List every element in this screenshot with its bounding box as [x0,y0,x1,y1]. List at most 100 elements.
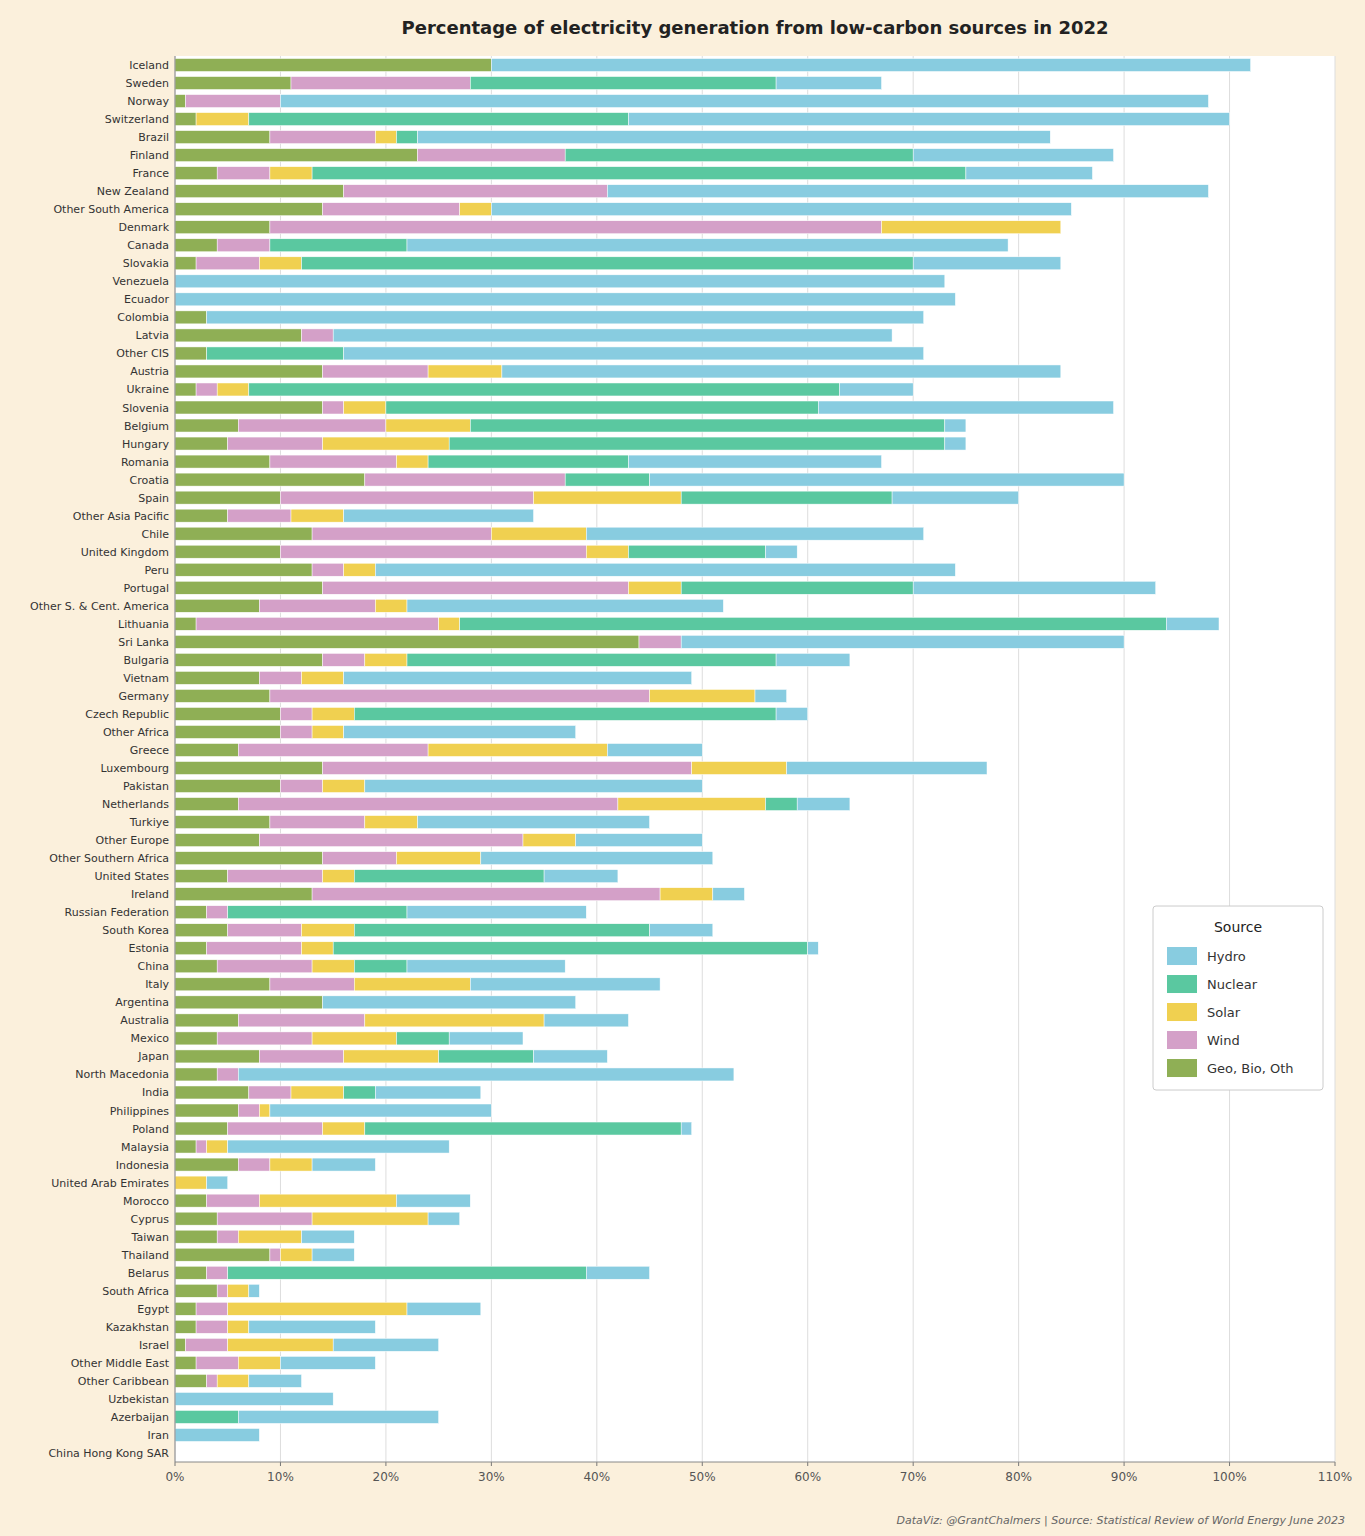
bar [196,1302,228,1315]
legend-box [1153,906,1323,1090]
bar [207,1140,228,1153]
x-tick [702,1462,703,1466]
bar [228,1284,249,1297]
bar [882,221,1061,234]
y-tick-label: Sri Lanka [118,636,169,649]
bar [259,1104,270,1117]
bar [196,1140,207,1153]
bar [776,707,808,720]
bar [196,113,249,126]
bar [249,1086,291,1099]
y-tick-label: Israel [139,1339,169,1352]
y-axis-line [175,56,176,1462]
x-axis-line [175,1462,1335,1463]
bar [766,798,798,811]
bar [565,473,649,486]
bar [228,1302,407,1315]
bar [681,635,1124,648]
bar [1060,221,1061,234]
y-tick-label: Austria [130,365,169,378]
y-tick-label: Denmark [118,221,169,234]
title: Percentage of electricity generation fro… [402,17,1109,38]
y-tick-label: Netherlands [102,798,169,811]
bar [175,1428,259,1441]
bar [576,834,703,847]
bar [228,509,291,522]
bar [207,1176,228,1189]
bar [228,437,323,450]
bar [344,401,386,414]
bar [439,1050,534,1063]
bar [196,617,439,630]
y-tick-label: Portugal [123,582,169,595]
bar [175,437,228,450]
bar [323,581,629,594]
bar [175,689,270,702]
bar [365,653,407,666]
bar [1060,221,1061,234]
y-tick-label: Turkiye [129,816,169,829]
bar [418,149,566,162]
bar [628,581,681,594]
bars [175,59,1251,1442]
legend-swatch [1167,1059,1197,1077]
bar [186,1338,228,1351]
page: {"chart_data": { "type": "bar", "orienta… [0,0,1365,1536]
bar [280,491,533,504]
bar [291,1086,344,1099]
bar [217,960,312,973]
y-tick-label: Iran [148,1429,170,1442]
y-tick-label: Other Europe [96,834,170,847]
bar [238,798,618,811]
bar [650,689,755,702]
y-tick-label: Other Southern Africa [49,852,169,865]
bar [628,113,1229,126]
bar [945,437,966,450]
bar [228,1122,323,1135]
y-tick-label: Azerbaijan [111,1411,169,1424]
bar [323,852,397,865]
bar [407,653,776,666]
bar [175,780,280,793]
bar [312,707,354,720]
bar [175,834,259,847]
y-tick-label: Hungary [122,438,169,451]
x-tick [807,1462,808,1466]
bar [428,365,502,378]
bar [175,1212,217,1225]
bar [344,347,924,360]
bar [196,1320,228,1333]
bar [175,419,238,432]
legend-label: Solar [1207,1005,1241,1020]
bar [312,527,491,540]
legend-label: Hydro [1207,949,1246,964]
x-tick [175,1462,176,1466]
bar [607,185,1208,198]
bar [1166,617,1219,630]
bar [270,1158,312,1171]
y-tick-label: Taiwan [131,1231,169,1244]
bar [228,1338,333,1351]
bar [249,1374,302,1387]
y-tick-label: Egypt [137,1303,169,1316]
bar [428,455,628,468]
bar [323,762,692,775]
chart: 0%10%20%30%40%50%60%70%80%90%100%110%Ice… [0,0,1365,1536]
x-axis: 0%10%20%30%40%50%60%70%80%90%100%110% [165,1462,1352,1484]
x-tick [913,1462,914,1466]
bar [175,1032,217,1045]
bar [175,960,217,973]
bar [175,798,238,811]
bar [249,1284,260,1297]
bar [228,1320,249,1333]
y-tick-label: Other Africa [103,726,169,739]
bar [312,1032,396,1045]
bar [375,131,396,144]
y-tick-label: Bulgaria [123,654,169,667]
bar [692,762,787,775]
bar [175,653,323,666]
subtitle: DataViz: @GrantChalmers | Source: Statis… [897,1514,1346,1527]
bar [755,689,787,702]
bar [175,1266,207,1279]
bar [207,347,344,360]
